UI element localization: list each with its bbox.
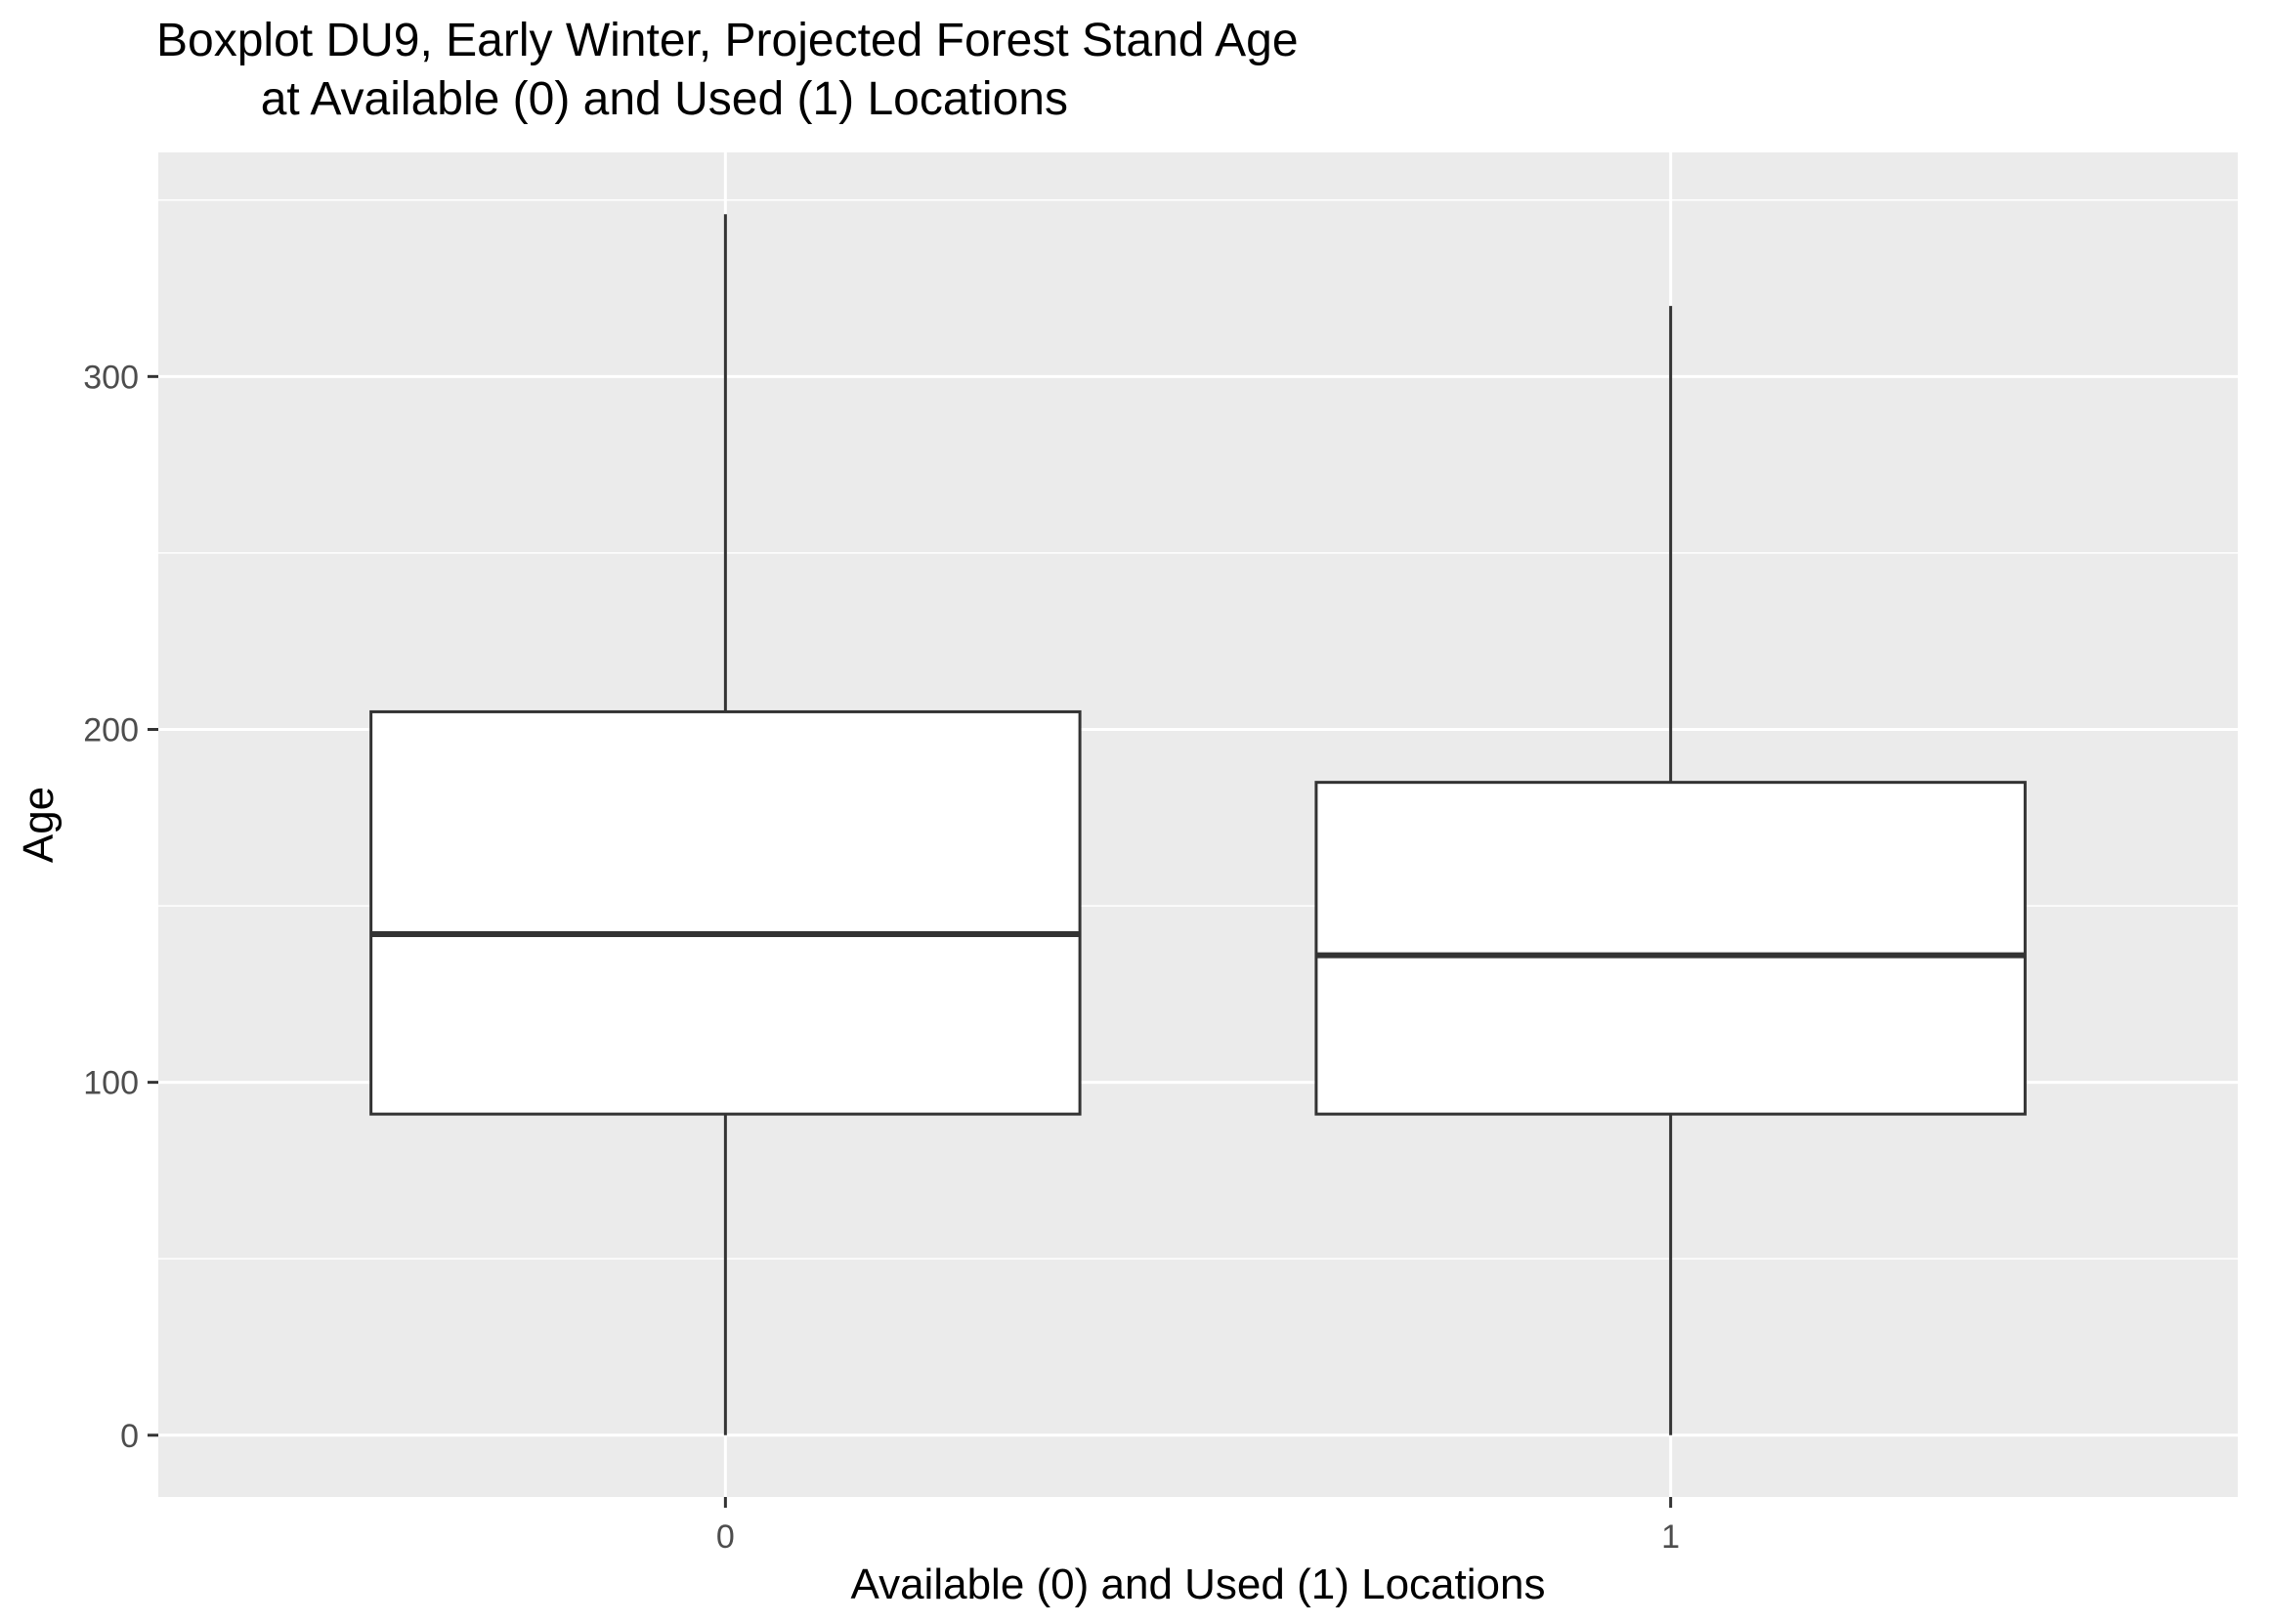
y-axis-title: Age <box>15 787 63 863</box>
chart-title: Boxplot DU9, Early Winter, Projected For… <box>156 15 1299 125</box>
y-tick-label: 0 <box>120 1418 139 1455</box>
y-axis: 0 100 200 300 <box>83 359 158 1455</box>
box-0 <box>369 214 1082 1435</box>
x-axis-title: Available (0) and Used (1) Locations <box>851 1560 1546 1608</box>
box-1 <box>1314 306 2027 1435</box>
y-tick-label: 300 <box>83 359 139 396</box>
x-tick-label: 0 <box>716 1518 735 1556</box>
boxes <box>369 214 2027 1435</box>
x-tick-label: 1 <box>1661 1518 1680 1556</box>
y-tick-label: 200 <box>83 711 139 748</box>
box-iqr <box>1314 781 2027 1116</box>
y-tick-label: 100 <box>83 1065 139 1102</box>
box-iqr <box>369 709 1082 1116</box>
